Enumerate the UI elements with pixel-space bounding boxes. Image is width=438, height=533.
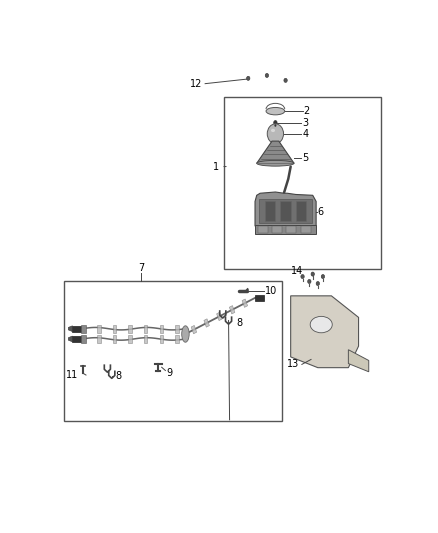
Polygon shape — [257, 141, 294, 163]
Text: 12: 12 — [190, 79, 202, 88]
Text: 5: 5 — [302, 154, 308, 163]
Bar — [81, 325, 86, 333]
Text: 11: 11 — [66, 370, 78, 380]
Bar — [128, 325, 132, 333]
Polygon shape — [68, 326, 72, 332]
Bar — [280, 201, 291, 221]
Bar — [128, 335, 132, 343]
Ellipse shape — [271, 129, 275, 132]
Bar — [255, 225, 316, 235]
Circle shape — [247, 76, 250, 80]
Bar — [159, 335, 163, 343]
Text: 8: 8 — [237, 318, 243, 328]
Bar — [175, 335, 179, 343]
Bar — [97, 335, 101, 343]
Bar — [204, 319, 209, 327]
Bar — [144, 335, 148, 343]
Circle shape — [321, 274, 325, 279]
Circle shape — [265, 74, 268, 77]
Text: 4: 4 — [302, 129, 308, 139]
Text: 14: 14 — [291, 266, 303, 276]
Text: 13: 13 — [287, 359, 299, 369]
Bar — [64, 281, 282, 421]
Bar — [72, 336, 83, 342]
Text: 3: 3 — [302, 118, 308, 127]
Circle shape — [311, 272, 314, 276]
Text: 6: 6 — [318, 207, 324, 217]
Bar — [286, 226, 297, 233]
Bar — [259, 199, 312, 223]
Polygon shape — [68, 336, 72, 342]
Bar — [144, 325, 148, 333]
Bar — [300, 226, 311, 233]
Text: 2: 2 — [304, 106, 310, 116]
Text: 10: 10 — [265, 286, 277, 295]
Bar — [230, 305, 235, 314]
Bar — [159, 325, 163, 333]
Bar — [72, 326, 83, 332]
Bar — [272, 226, 282, 233]
Circle shape — [284, 78, 287, 83]
Text: 7: 7 — [138, 263, 145, 273]
Bar — [191, 326, 197, 334]
Polygon shape — [291, 296, 359, 368]
Circle shape — [307, 279, 311, 284]
Text: 8: 8 — [115, 371, 121, 381]
Bar — [113, 325, 116, 333]
Ellipse shape — [257, 160, 294, 166]
Circle shape — [301, 274, 304, 279]
Ellipse shape — [310, 317, 332, 333]
Circle shape — [267, 124, 283, 143]
Circle shape — [274, 124, 276, 127]
Text: 1: 1 — [213, 161, 219, 172]
Bar — [113, 335, 116, 343]
Bar — [175, 325, 179, 333]
Circle shape — [316, 281, 320, 286]
Bar — [81, 335, 86, 343]
Bar — [242, 299, 247, 308]
Bar — [265, 201, 276, 221]
Bar — [296, 201, 306, 221]
Ellipse shape — [182, 326, 189, 342]
Bar — [258, 226, 268, 233]
Polygon shape — [255, 192, 316, 226]
Circle shape — [274, 120, 277, 125]
Bar — [224, 97, 381, 269]
Bar — [217, 312, 222, 320]
Text: 9: 9 — [166, 368, 172, 377]
Ellipse shape — [266, 108, 285, 115]
Bar — [97, 325, 101, 333]
Polygon shape — [348, 350, 369, 372]
Polygon shape — [255, 295, 264, 301]
